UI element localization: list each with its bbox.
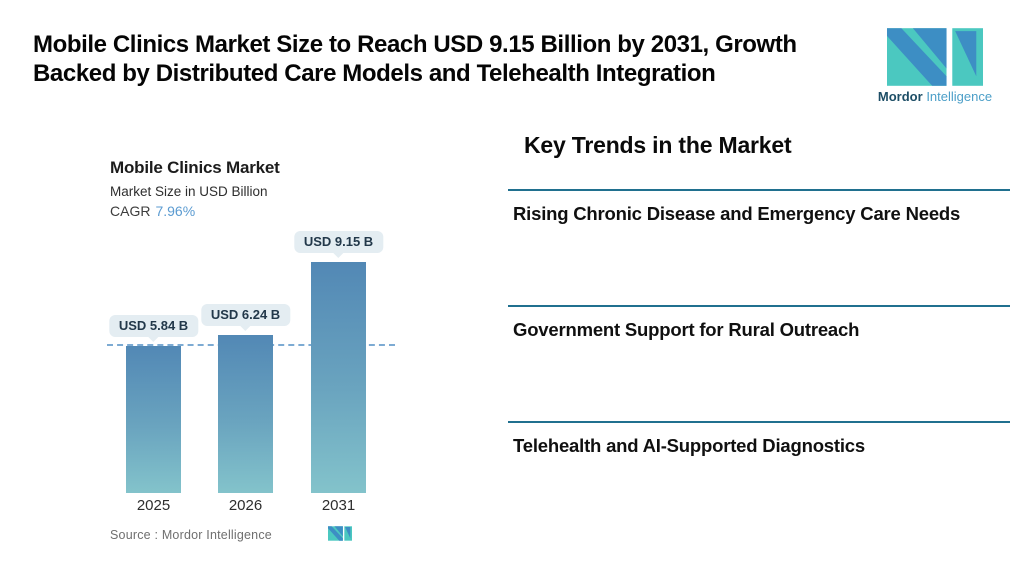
mordor-intelligence-logo-icon [887, 28, 983, 86]
trend-divider [508, 305, 1010, 307]
trend-item-chronic-disease: Rising Chronic Disease and Emergency Car… [508, 189, 1010, 225]
x-axis-label-2031: 2031 [321, 497, 356, 514]
value-tooltip-2031: USD 9.15 B [293, 231, 384, 253]
value-tooltip-2026: USD 6.24 B [200, 304, 291, 326]
trend-divider [508, 421, 1010, 423]
page-title: Mobile Clinics Market Size to Reach USD … [33, 30, 873, 88]
chart-cagr: CAGR 7.96% [110, 203, 195, 219]
trend-label: Telehealth and AI-Supported Diagnostics [513, 435, 865, 456]
page-title-line2: Backed by Distributed Care Models and Te… [33, 60, 716, 87]
cagr-value: 7.96% [155, 203, 196, 219]
value-tooltip-2025: USD 5.84 B [108, 315, 199, 337]
bar-chart: USD 5.84 B USD 6.24 B USD 9.15 B 2025 20… [107, 230, 397, 514]
bar-2031: USD 9.15 B [293, 231, 384, 493]
chart-subtitle: Market Size in USD Billion [110, 184, 268, 199]
trends-heading: Key Trends in the Market [524, 132, 792, 158]
brand-name-light: Intelligence [926, 89, 993, 104]
trend-item-telehealth-ai: Telehealth and AI-Supported Diagnostics [508, 421, 1010, 457]
trend-divider [508, 189, 1010, 191]
trend-item-government-support: Government Support for Rural Outreach [508, 305, 1010, 341]
x-axis-label-2025: 2025 [136, 497, 171, 514]
trend-label: Government Support for Rural Outreach [513, 319, 860, 340]
mordor-intelligence-mini-logo-icon [328, 526, 352, 541]
trend-label: Rising Chronic Disease and Emergency Car… [513, 203, 961, 224]
x-axis-label-2026: 2026 [228, 497, 263, 514]
cagr-label: CAGR [110, 203, 151, 219]
chart-title: Mobile Clinics Market [110, 158, 280, 177]
brand-logo: Mordor Intelligence [872, 28, 998, 104]
brand-name-bold: Mordor [877, 89, 923, 104]
bar-2025: USD 5.84 B [108, 315, 199, 493]
page-title-line1: Mobile Clinics Market Size to Reach USD … [33, 31, 797, 58]
brand-name: Mordor Intelligence [872, 89, 998, 104]
source-attribution: Source : Mordor Intelligence [110, 528, 272, 542]
bar-2026: USD 6.24 B [200, 304, 291, 493]
